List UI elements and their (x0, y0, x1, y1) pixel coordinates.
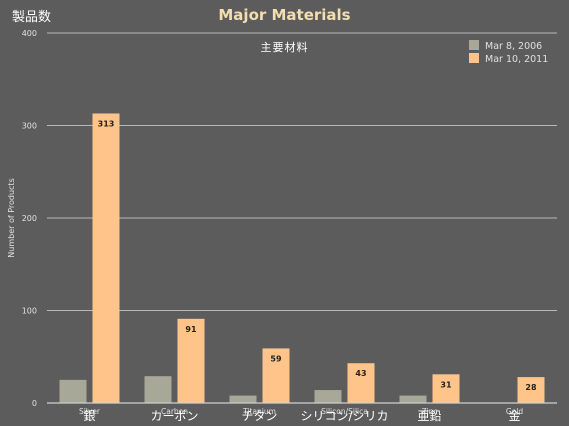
x-tick-label: Carbon (161, 407, 188, 416)
chart-title: Major Materials (218, 6, 351, 24)
bar-value-label: 28 (525, 383, 537, 392)
x-tick-label-jp: 銀 (83, 409, 95, 423)
legend-swatch (469, 40, 479, 50)
x-tick-label-jp: チタン (241, 409, 277, 423)
x-tick-label: Zinc (421, 407, 437, 416)
x-tick-label: Gold (506, 407, 523, 416)
bar-value-label: 313 (98, 119, 115, 128)
x-tick-label-jp: カーボン (150, 409, 198, 423)
bar-2006 (144, 376, 172, 403)
x-tick-label: Silver (79, 407, 101, 416)
bar-2011 (432, 374, 460, 403)
bar-2006 (59, 379, 87, 403)
y-axis-label: Number of Products (7, 178, 16, 257)
jp-chart-title: 主要材料 (260, 41, 309, 54)
x-tick-label-jp: 金 (508, 408, 520, 423)
legend-label: Mar 8, 2006 (485, 41, 542, 52)
bar-2006 (229, 395, 257, 403)
bar-2006 (399, 395, 427, 403)
legend-label: Mar 10, 2011 (485, 54, 548, 65)
y-tick-label: 0 (32, 399, 37, 408)
x-tick-label-jp: 亜鉛 (417, 409, 441, 423)
bar-value-label: 91 (185, 325, 197, 334)
bar-2011 (262, 348, 290, 403)
jp-y-axis-label: 製品数 (12, 10, 52, 25)
x-tick-label: Silicon/Silica (321, 407, 368, 416)
bar-value-label: 31 (440, 380, 452, 389)
y-tick-label: 100 (22, 307, 37, 316)
bar-2011 (517, 377, 545, 403)
bar-value-label: 59 (270, 354, 282, 363)
y-tick-label: 400 (22, 29, 37, 38)
y-tick-label: 200 (22, 214, 37, 223)
bar-value-label: 43 (355, 369, 366, 378)
x-tick-label: Titanium (242, 407, 276, 416)
bar-2011 (347, 363, 375, 403)
legend-swatch (469, 53, 479, 63)
bar-2011 (92, 113, 120, 403)
y-tick-label: 300 (22, 122, 37, 131)
x-tick-label-jp: シリコン/シリカ (300, 409, 388, 423)
bar-2006 (314, 390, 342, 403)
bar-2011 (177, 318, 205, 403)
